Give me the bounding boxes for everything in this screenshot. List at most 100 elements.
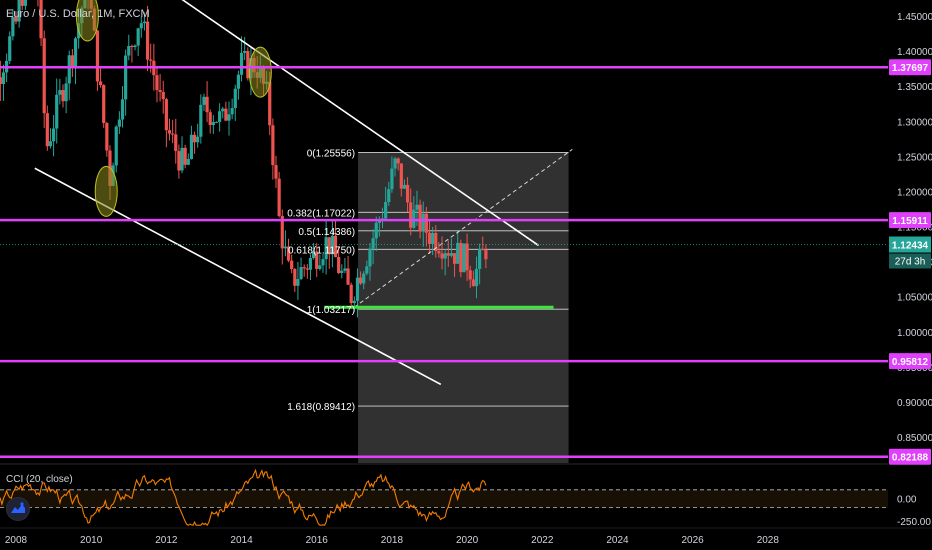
candle-body — [127, 45, 131, 56]
countdown-badge — [889, 253, 931, 269]
candle-body — [192, 134, 197, 143]
candle-body — [124, 55, 128, 100]
horizontal-level-badge — [889, 212, 931, 229]
candle-body — [180, 147, 184, 171]
fib-level-label: 0(1.25556) — [307, 148, 355, 159]
price-tick-label: 1.30000 — [897, 117, 932, 128]
candle-body — [465, 243, 469, 271]
candle-body — [340, 270, 344, 274]
channel-trend-line — [181, 0, 539, 247]
candle-body — [221, 108, 225, 112]
candle-body — [58, 90, 62, 95]
cci-tick-label: 0.00 — [897, 495, 917, 506]
candle-body — [243, 51, 247, 53]
cci-indicator-title[interactable]: CCI (20, close) — [6, 474, 73, 485]
candle-body — [136, 28, 140, 46]
candle-body — [95, 30, 100, 82]
candle-body — [167, 130, 172, 134]
current-price-label: 1.12434 — [892, 241, 929, 252]
candle-body — [346, 268, 350, 285]
price-tick-label: 0.85000 — [897, 433, 932, 444]
cci-band-fill — [0, 489, 888, 508]
candle-body — [409, 202, 413, 228]
candle-body — [446, 253, 450, 256]
candle-body — [459, 242, 463, 273]
candle-body — [474, 268, 479, 287]
candle-body — [280, 216, 284, 249]
candle-body — [327, 237, 331, 255]
candle-body — [387, 189, 391, 203]
cci-line — [0, 468, 487, 527]
candle-body — [230, 108, 234, 115]
candle-body — [324, 237, 328, 260]
candle-body — [161, 91, 165, 100]
candle-body — [246, 51, 250, 79]
tradingview-logo-icon[interactable] — [6, 497, 30, 521]
horizontal-level-badge — [889, 59, 931, 76]
price-tick-label: 1.25000 — [897, 152, 932, 163]
candle-body — [362, 273, 366, 284]
candle-body — [393, 158, 397, 169]
candle-body — [142, 21, 147, 24]
candle-body — [434, 233, 438, 252]
candle-body — [51, 128, 56, 142]
candle-body — [208, 112, 212, 125]
candle-body — [481, 248, 485, 251]
candle-body — [8, 36, 12, 61]
candle-body — [405, 184, 410, 203]
candle-body — [20, 0, 24, 6]
cci-tick-label: -250.00 — [897, 517, 931, 528]
fib-level-label: 1(1.03217) — [307, 305, 355, 316]
candle-body — [149, 59, 153, 61]
time-tick-label: 2008 — [5, 535, 28, 546]
candle-body — [271, 125, 275, 166]
candle-body — [114, 126, 118, 166]
candle-body — [374, 222, 378, 239]
candle-body — [371, 238, 375, 249]
current-price-badge — [889, 236, 931, 253]
candle-body — [48, 141, 53, 147]
candle-body — [427, 232, 432, 244]
candle-body — [290, 260, 294, 269]
time-tick-label: 2024 — [606, 535, 629, 546]
candle-body — [61, 90, 65, 102]
price-tick-label: 1.05000 — [897, 293, 932, 304]
horizontal-level-label: 0.82188 — [892, 453, 929, 464]
candle-body — [421, 213, 425, 232]
candle-body — [418, 204, 422, 232]
candle-body — [462, 243, 466, 273]
candle-body — [437, 251, 441, 254]
price-tick-label: 1.45000 — [897, 12, 932, 23]
candle-body — [415, 204, 419, 210]
time-tick-label: 2016 — [306, 535, 329, 546]
candle-body — [11, 17, 15, 37]
candle-body — [218, 111, 222, 122]
candle-body — [120, 99, 125, 120]
time-tick-label: 2014 — [230, 535, 253, 546]
candle-body — [299, 267, 303, 280]
price-tick-label: 1.00000 — [897, 328, 932, 339]
candle-body — [431, 233, 435, 244]
horizontal-level-badge — [889, 353, 931, 370]
candle-body — [471, 279, 475, 287]
candle-body — [452, 253, 457, 264]
horizontal-level-label: 0.95812 — [892, 357, 929, 368]
fib-level-label: 0.618(1.11750) — [288, 245, 355, 256]
candle-body — [39, 0, 43, 39]
time-tick-label: 2026 — [682, 535, 705, 546]
candle-body — [73, 38, 78, 67]
candle-body — [355, 277, 360, 301]
candle-body — [155, 75, 159, 90]
candle-body — [133, 45, 137, 48]
candle-body — [449, 253, 454, 256]
candle-body — [139, 23, 143, 29]
candle-body — [333, 235, 338, 258]
candle-body — [484, 250, 488, 260]
time-tick-label: 2020 — [456, 535, 479, 546]
candle-body — [424, 213, 428, 233]
candle-body — [302, 267, 306, 269]
candle-body — [321, 259, 325, 266]
time-tick-label: 2012 — [155, 535, 178, 546]
candle-body — [311, 251, 316, 258]
